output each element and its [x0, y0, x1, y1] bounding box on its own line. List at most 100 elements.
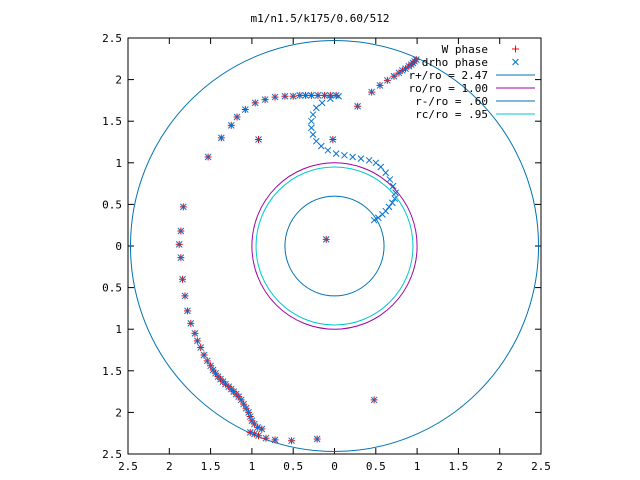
drho-phase-point	[318, 99, 326, 107]
drho-phase-point	[289, 92, 297, 100]
drho-phase-point	[187, 320, 195, 327]
drho-phase-point	[184, 307, 191, 315]
drho-phase-point	[391, 195, 399, 202]
drho-phase-point	[322, 235, 330, 243]
drho-phase-point	[309, 111, 317, 118]
drho-phase-point	[402, 65, 409, 73]
drho-phase-point	[314, 92, 322, 99]
drho-phase-point	[248, 417, 256, 425]
drho-phase-point	[181, 292, 189, 300]
circle-ro	[251, 162, 418, 330]
drho-phase-point	[288, 437, 295, 445]
drho-phase-point	[261, 96, 269, 103]
drho-phase-point	[405, 62, 413, 70]
legend-label: W phase	[442, 43, 488, 56]
drho-phase-point	[240, 400, 247, 408]
drho-phase-point	[377, 163, 385, 171]
drho-phase-point	[379, 211, 386, 218]
drho-phase-point	[365, 156, 373, 164]
drho-phase-point	[251, 430, 258, 438]
x-tick-label: 2.5	[118, 460, 138, 473]
drho-phase-point	[262, 434, 270, 442]
drho-phase-point	[175, 240, 183, 248]
drho-phase-point	[241, 106, 249, 113]
drho-phase-point	[313, 435, 321, 443]
x-tick-label: 1	[414, 460, 421, 473]
y-tick-label: 2	[115, 406, 122, 419]
circle-r-	[284, 195, 385, 297]
legend-label: ro/ro = 1.00	[409, 82, 488, 95]
drho-phase-point	[388, 199, 396, 207]
drho-phase-point	[302, 92, 309, 99]
x-tick-label: 2	[496, 460, 503, 473]
drho-phase-point	[368, 88, 376, 96]
x-tick-label: 0.5	[366, 460, 386, 473]
drho-phase-point	[309, 131, 317, 138]
drho-phase-point	[329, 136, 337, 143]
drho-phase-point	[207, 362, 214, 370]
chart-title: m1/n1.5/k175/0.60/512	[250, 12, 389, 25]
drho-phase-point	[370, 396, 378, 404]
drho-phase-point	[370, 216, 378, 224]
drho-phase-point	[357, 155, 365, 162]
y-tick-label: 1	[115, 157, 122, 170]
drho-phase-point	[327, 95, 334, 103]
drho-phase-point	[389, 182, 397, 190]
drho-phase-point	[335, 92, 342, 100]
legend-marker	[512, 45, 519, 53]
circle-rc	[255, 166, 414, 326]
drho-phase-point	[296, 92, 304, 99]
drho-phase-point	[374, 214, 382, 222]
drho-phase-point	[258, 425, 266, 433]
drho-phase-point	[254, 424, 262, 431]
drho-phase-point	[392, 189, 399, 197]
drho-phase-point	[384, 77, 391, 84]
circle-r+	[129, 39, 540, 453]
drho-phase-point	[217, 134, 225, 142]
x-tick-label: 1.5	[201, 460, 221, 473]
drho-phase-point	[246, 429, 254, 436]
drho-phase-point	[246, 413, 254, 420]
drho-phase-point	[227, 122, 235, 129]
drho-phase-point	[349, 153, 357, 161]
drho-phase-point	[191, 330, 199, 337]
y-tick-label: 0.5	[102, 198, 122, 211]
legend-label: drho phase	[422, 56, 488, 69]
drho-phase-point	[395, 69, 403, 77]
y-tick-label: 0	[115, 240, 122, 253]
drho-phase-point	[376, 82, 384, 89]
legend-marker	[512, 58, 519, 66]
drho-phase-point	[194, 337, 201, 345]
drho-phase-point	[197, 344, 205, 351]
x-tick-label: 1	[249, 460, 256, 473]
drho-phase-point	[324, 146, 332, 154]
drho-phase-point	[209, 366, 217, 374]
y-tick-label: 1.5	[102, 365, 122, 378]
y-tick-label: 2.5	[102, 32, 122, 45]
drho-phase-point	[271, 93, 279, 101]
legend-label: r-/ro = .60	[415, 95, 488, 108]
data-points	[175, 56, 420, 445]
y-tick-label: 1.5	[102, 115, 122, 128]
legend-label: r+/ro = 2.47	[409, 69, 488, 82]
drho-phase-point	[308, 117, 315, 125]
y-tick-label: 0.5	[102, 282, 122, 295]
drho-phase-point	[271, 436, 279, 444]
drho-phase-point	[233, 113, 241, 121]
drho-phase-point	[332, 150, 340, 158]
drho-phase-point	[235, 393, 243, 400]
drho-phase-point	[177, 227, 185, 235]
drho-phase-point	[321, 92, 328, 99]
drho-phase-point	[204, 153, 212, 161]
drho-phase-point	[203, 357, 211, 365]
drho-phase-point	[341, 151, 348, 159]
drho-phase-point	[385, 203, 393, 211]
drho-phase-point	[354, 102, 361, 110]
drho-phase-point	[222, 380, 229, 388]
drho-phase-point	[237, 396, 245, 404]
y-tick-label: 2	[115, 74, 122, 87]
x-tick-label: 2	[166, 460, 173, 473]
drho-phase-point	[245, 409, 252, 416]
